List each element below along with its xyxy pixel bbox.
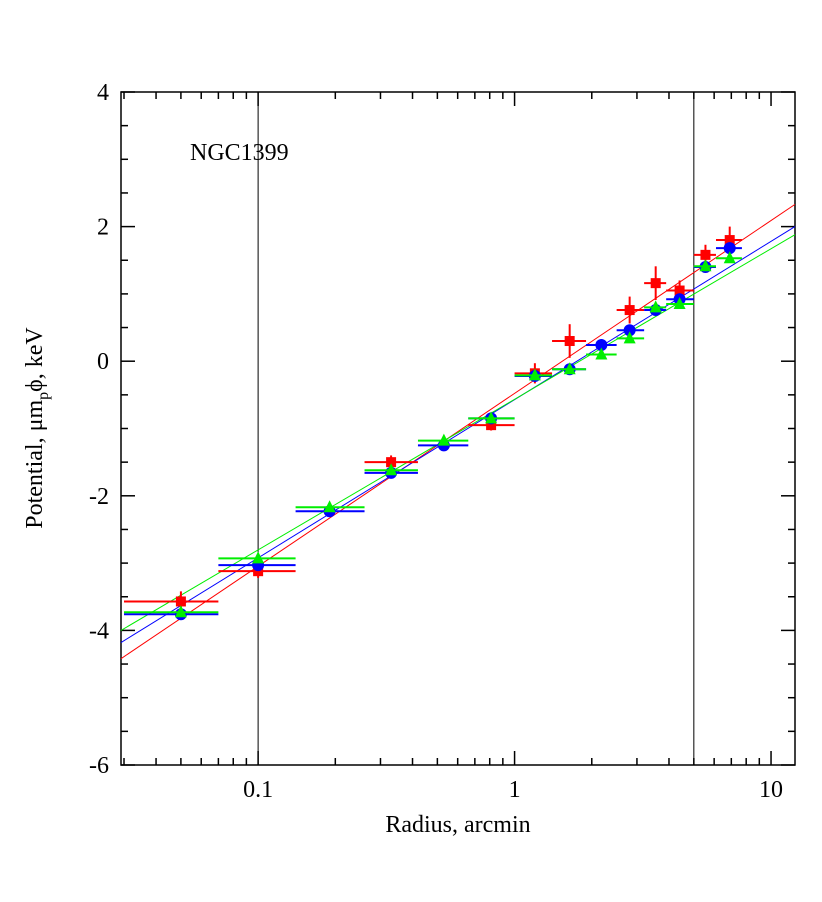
y-tick-label: -4	[89, 618, 109, 644]
marker	[623, 324, 636, 337]
marker	[624, 305, 635, 316]
y-label-part: ϕ, keV	[22, 327, 48, 392]
marker	[595, 339, 608, 352]
y-tick-label: -6	[89, 753, 109, 779]
marker	[175, 596, 186, 607]
marker	[174, 605, 187, 618]
marker	[385, 463, 398, 476]
fit-line	[120, 203, 796, 660]
y-tick-label: 2	[97, 215, 109, 241]
x-axis-label: Radius, arcmin	[385, 812, 530, 838]
marker	[650, 278, 661, 289]
y-label-sub: p	[35, 392, 52, 400]
marker	[699, 259, 712, 272]
marker	[674, 285, 685, 296]
marker	[485, 411, 498, 424]
marker	[252, 551, 265, 564]
y-tick-label: -2	[89, 484, 109, 510]
marker	[595, 347, 608, 360]
y-axis-label: Potential, μmpϕ, keV	[22, 327, 52, 529]
marker	[673, 296, 686, 309]
marker	[564, 336, 575, 347]
x-tick-label: 1	[509, 777, 521, 803]
marker	[437, 433, 450, 446]
marker	[623, 331, 636, 344]
marker	[386, 457, 397, 468]
annotation: NGC1399	[190, 140, 289, 166]
marker	[649, 300, 662, 313]
marker	[528, 368, 541, 381]
y-tick-label: 4	[97, 80, 109, 106]
y-label-part: Potential, μm	[22, 400, 48, 529]
x-tick-label: 0.1	[243, 777, 273, 803]
marker	[724, 235, 735, 246]
x-tick-label: 10	[759, 777, 783, 803]
marker	[323, 500, 336, 513]
marker	[700, 249, 711, 260]
marker	[486, 420, 497, 431]
y-tick-label: 0	[97, 349, 109, 375]
marker	[563, 362, 576, 375]
marker	[253, 566, 264, 577]
marker	[723, 251, 736, 264]
marker	[723, 242, 736, 255]
